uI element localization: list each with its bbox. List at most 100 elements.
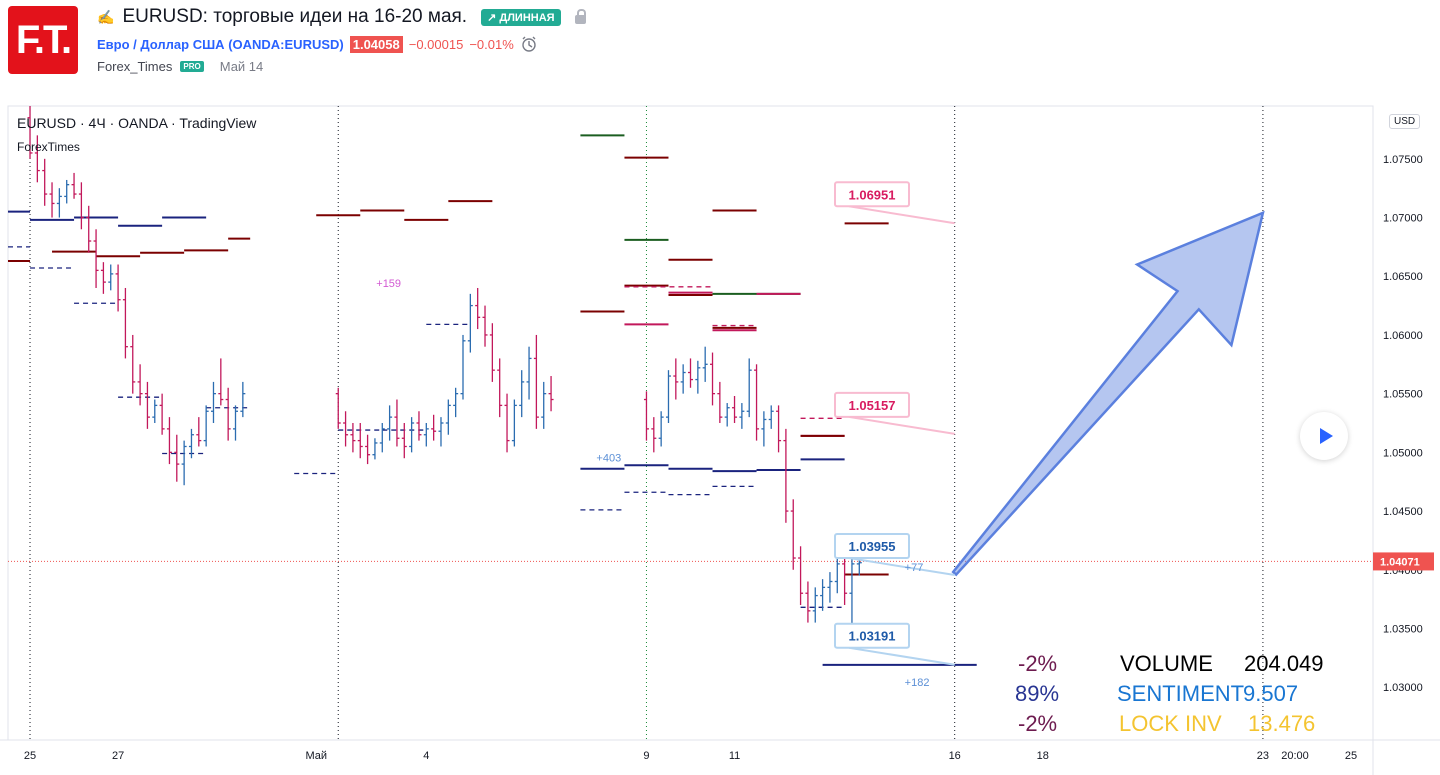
stat-volume-label: VOLUME (1120, 651, 1213, 676)
ohlc-bar-24 (203, 405, 209, 447)
ohlc-bar-3 (49, 182, 55, 218)
ohlc-bar-23 (196, 417, 202, 447)
stat-sentiment-label: SENTIMENT (1117, 681, 1245, 706)
ohlc-bar-21 (181, 440, 187, 486)
stat-left-1: -2% (1018, 651, 1058, 676)
projection-arrow-shape (951, 210, 1265, 577)
ohlc-bar-33 (357, 423, 363, 459)
callout-box-3 (834, 622, 910, 649)
ohlc-bar-19 (166, 417, 172, 465)
ohlc-bar-10 (100, 262, 106, 294)
ohlc-bar-64 (673, 358, 679, 400)
symbol-code[interactable]: (OANDA:EURUSD) (228, 36, 344, 52)
callout-pointer-3 (848, 646, 955, 666)
ohlc-bar-55 (519, 370, 525, 418)
symbol-name[interactable]: Евро / Доллар США (97, 36, 225, 52)
time-tick-10: 20:00 (1281, 750, 1309, 762)
alarm-clock-icon[interactable] (520, 35, 538, 53)
time-tick-4: 9 (643, 750, 649, 762)
author-logo[interactable]: F.T. (8, 6, 78, 74)
ohlc-bar-31 (343, 411, 349, 447)
chart-annotations: +159 +403 +77 +182 (376, 278, 929, 689)
idea-title: EURUSD: торговые идеи на 16-20 мая. (122, 6, 468, 27)
chart-legend-author: ForexTimes (17, 140, 80, 154)
ohlc-bar-79 (783, 428, 789, 523)
ohlc-bar-38 (394, 399, 400, 447)
ohlc-bar-67 (695, 360, 701, 394)
ohlc-bar-83 (812, 587, 818, 623)
price-change: −0.00015 (408, 36, 464, 52)
ohlc-bar-59 (548, 376, 554, 412)
ohlc-bar-22 (188, 428, 194, 459)
stat-lockinv-label: LOCK INV (1119, 711, 1222, 736)
chart-legend-symbol: EURUSD · 4Ч · OANDA · TradingView (17, 115, 257, 131)
price-callouts: 1.06951 1.05157 1.03955 1.03191 (834, 181, 955, 666)
ohlc-bar-30 (335, 387, 341, 429)
ohlc-bar-41 (416, 411, 422, 441)
ohlc-bar-20 (174, 434, 180, 482)
projection-arrow (951, 210, 1265, 577)
time-tick-3: 4 (423, 750, 429, 762)
ohlc-bar-35 (372, 438, 378, 460)
ohlc-bar-42 (423, 423, 429, 447)
symbol-name-link[interactable]: Евро / Доллар США (OANDA:EURUSD) (97, 37, 344, 52)
play-button[interactable] (1300, 412, 1348, 460)
ohlc-bar-61 (651, 417, 657, 453)
ohlc-bar-63 (665, 370, 671, 423)
price-tick-8: 1.03500 (1383, 623, 1423, 635)
ohlc-bar-8 (86, 205, 92, 253)
ohlc-bar-76 (761, 411, 767, 447)
callout-box-2 (834, 533, 910, 560)
ohlc-bar-57 (533, 334, 539, 429)
ohlc-bar-82 (805, 581, 811, 623)
ohlc-bar-80 (790, 499, 796, 570)
ohlc-bar-66 (688, 358, 693, 388)
ohlc-bar-40 (409, 417, 415, 453)
price-change-pct: −0.01% (469, 36, 514, 52)
price-tick-5: 1.05000 (1383, 447, 1423, 459)
ohlc-bar-84 (820, 579, 826, 611)
pro-badge: PRO (180, 61, 204, 72)
price-callout-3: 1.03191 (834, 622, 955, 666)
ohlc-bar-14 (130, 334, 136, 394)
price-tick-1: 1.07000 (1383, 213, 1423, 225)
ohlc-bar-56 (526, 346, 532, 400)
author-name[interactable]: Forex_Times (97, 59, 173, 74)
long-badge: ↗ ДЛИННАЯ (481, 8, 561, 26)
ohlc-bar-25 (210, 381, 216, 423)
ohlc-bar-52 (497, 358, 503, 418)
ohlc-bar-2 (42, 158, 48, 206)
ohlc-bar-11 (108, 264, 114, 291)
stat-left-3: -2% (1018, 711, 1058, 736)
ohlc-bars (27, 106, 862, 629)
price-callout-1: 1.05157 (834, 391, 955, 435)
ohlc-bar-39 (401, 423, 407, 459)
ohlc-bar-34 (365, 434, 371, 465)
chart-grid (0, 105, 1440, 775)
ohlc-bar-68 (702, 346, 708, 382)
ohlc-bar-87 (842, 552, 848, 605)
ohlc-bar-16 (144, 381, 150, 429)
ohlc-bar-5 (64, 179, 70, 204)
pivot-levels (8, 134, 977, 666)
ohlc-bar-32 (350, 423, 356, 453)
ohlc-bar-60 (643, 391, 649, 441)
ohlc-bar-58 (541, 381, 547, 429)
ohlc-bar-65 (680, 364, 686, 394)
currency-button[interactable]: USD (1389, 114, 1421, 129)
ohlc-bar-13 (122, 287, 128, 359)
idea-title-row: ✍ EURUSD: торговые идеи на 16-20 мая. ↗ … (97, 6, 586, 28)
ohlc-bar-48 (467, 293, 473, 353)
stat-volume-value: 204.049 (1244, 651, 1324, 676)
ohlc-bar-85 (827, 572, 833, 603)
ohlc-bar-15 (137, 364, 143, 406)
callout-pointer-2 (848, 557, 955, 577)
ohlc-bar-17 (152, 399, 158, 423)
ohlc-bar-44 (438, 417, 444, 447)
time-tick-7: 18 (1037, 750, 1049, 762)
symbol-row: Евро / Доллар США (OANDA:EURUSD) 1.04058… (97, 35, 538, 53)
ohlc-bar-75 (754, 364, 760, 441)
ohlc-bar-74 (746, 358, 752, 418)
ohlc-bar-47 (460, 334, 466, 400)
